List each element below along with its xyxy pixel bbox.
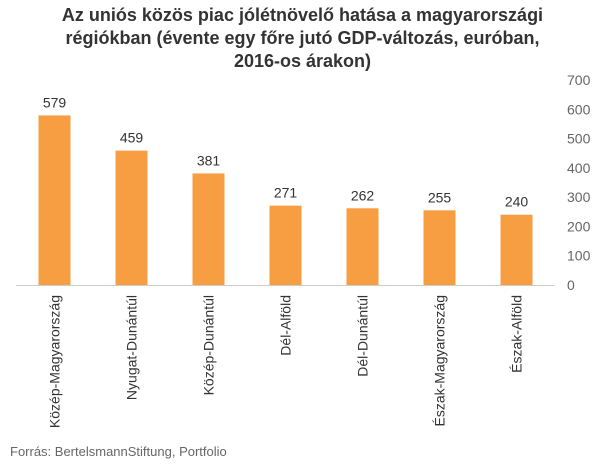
y-tick-label: 300 — [567, 189, 591, 205]
bar — [346, 208, 379, 285]
x-tick-label: Közép-Magyarország — [47, 295, 63, 428]
data-label: 459 — [120, 130, 144, 146]
bar — [38, 115, 71, 285]
x-tick-label: Dél-Alföld — [278, 295, 294, 356]
bar-group — [38, 115, 533, 285]
x-tick-label: Dél-Dunántúl — [355, 295, 371, 377]
x-tick-label: Nyugat-Dunántúl — [124, 295, 140, 400]
data-label: 262 — [351, 187, 375, 203]
y-tick-label: 700 — [567, 72, 591, 88]
chart-title-line-1: Az uniós közös piac jólétnövelő hatása a… — [61, 5, 544, 25]
source-note: Forrás: BertelsmannStiftung, Portfolio — [10, 444, 227, 459]
data-label: 579 — [43, 94, 67, 110]
y-tick-label: 500 — [567, 131, 591, 147]
y-tick-label: 400 — [567, 160, 591, 176]
bar — [423, 210, 456, 285]
data-label: 255 — [428, 189, 452, 205]
data-label: 381 — [197, 152, 221, 168]
bar — [115, 150, 148, 285]
x-tick-label: Észak-Magyarország — [432, 295, 448, 427]
data-label-group: 579 459 381 271 262 255 240 — [43, 94, 529, 209]
y-tick-label: 0 — [567, 277, 575, 293]
x-tick-label: Észak-Alföld — [509, 295, 525, 373]
bar — [500, 214, 533, 285]
bar — [192, 173, 225, 285]
x-tick-label: Közép-Dunántúl — [201, 295, 217, 395]
y-tick-label: 600 — [567, 101, 591, 117]
y-tick-label: 100 — [567, 248, 591, 264]
chart-title: Az uniós közös piac jólétnövelő hatása a… — [0, 4, 605, 73]
chart-title-line-2: régiókban (évente egy főre jutó GDP-vált… — [65, 28, 540, 48]
chart-title-line-3: 2016-os árakon) — [233, 51, 372, 71]
bar — [269, 205, 302, 285]
x-axis: Közép-Magyarország Nyugat-Dunántúl Közép-D… — [47, 295, 525, 428]
y-tick-label: 200 — [567, 218, 591, 234]
data-label: 240 — [505, 194, 529, 210]
y-axis: 0 100 200 300 400 500 600 700 — [567, 72, 591, 293]
data-label: 271 — [274, 185, 298, 201]
